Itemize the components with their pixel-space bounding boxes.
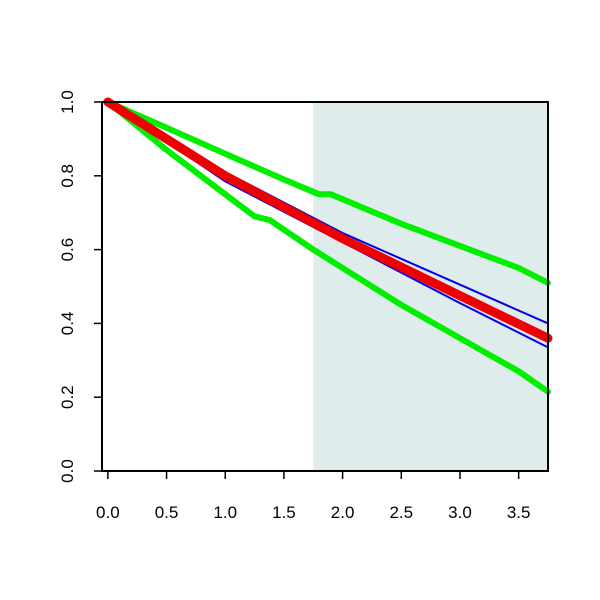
x-tick-label: 0.5 <box>155 503 179 522</box>
y-tick-label: 0.6 <box>58 238 77 262</box>
x-tick-label: 2.5 <box>389 503 413 522</box>
x-tick-label: 3.0 <box>448 503 472 522</box>
shaded-region <box>313 102 548 471</box>
x-tick-label: 1.0 <box>213 503 237 522</box>
y-tick-label: 0.8 <box>58 164 77 188</box>
y-tick-label: 0.0 <box>58 459 77 483</box>
series-line-lower-band <box>104 99 551 395</box>
y-tick-label: 0.4 <box>58 312 77 336</box>
series-line-upper-band <box>104 99 551 286</box>
x-tick-label: 2.0 <box>331 503 355 522</box>
series-layer <box>103 97 553 395</box>
series-line-estimate <box>103 97 553 343</box>
y-tick-label: 0.2 <box>58 385 77 409</box>
x-tick-label: 0.0 <box>96 503 120 522</box>
plot-frame <box>101 101 549 472</box>
y-tick-label: 1.0 <box>58 90 77 114</box>
x-tick-label: 3.5 <box>507 503 531 522</box>
axis-layer: 0.0 0.5 1.0 1.5 2.0 2.5 3.0 3.5 0.0 0.2 0.4 0.6 0.8 1… <box>58 90 530 522</box>
x-tick-label: 1.5 <box>272 503 296 522</box>
